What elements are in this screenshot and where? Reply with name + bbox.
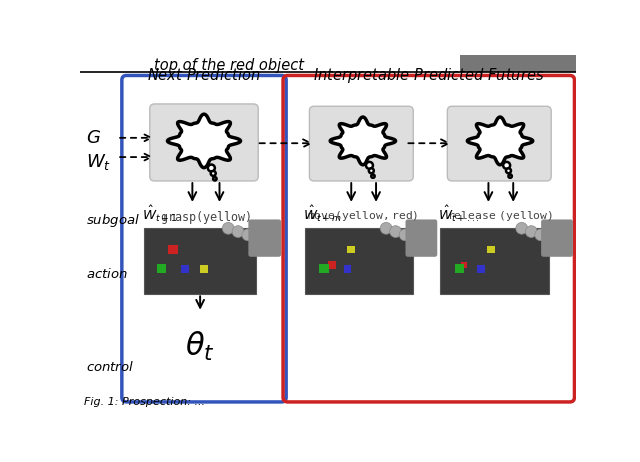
Text: $G$: $G$ — [86, 129, 101, 147]
Text: Fig. 1: Prospection: ...: Fig. 1: Prospection: ... — [84, 396, 205, 407]
FancyBboxPatch shape — [348, 246, 355, 253]
Circle shape — [418, 236, 430, 247]
Circle shape — [544, 232, 556, 244]
Polygon shape — [330, 117, 396, 165]
Circle shape — [390, 226, 401, 237]
Text: $subgoal$: $subgoal$ — [86, 212, 140, 229]
Polygon shape — [168, 114, 241, 168]
Circle shape — [262, 236, 273, 247]
Circle shape — [371, 175, 374, 178]
FancyBboxPatch shape — [144, 228, 256, 294]
Text: $\hat{W}_{t+m}$: $\hat{W}_{t+m}$ — [303, 204, 342, 224]
FancyBboxPatch shape — [328, 261, 336, 269]
Circle shape — [208, 164, 215, 171]
Circle shape — [506, 168, 511, 173]
FancyBboxPatch shape — [440, 228, 549, 294]
Text: top of the red object: top of the red object — [154, 58, 303, 73]
Text: $control$: $control$ — [86, 359, 134, 373]
FancyBboxPatch shape — [344, 265, 351, 273]
Text: $\mathtt{move(yellow,red)}$: $\mathtt{move(yellow,red)}$ — [307, 209, 419, 223]
Circle shape — [516, 222, 527, 234]
Circle shape — [503, 162, 510, 169]
Bar — [460, 55, 576, 73]
FancyBboxPatch shape — [168, 245, 178, 254]
FancyBboxPatch shape — [461, 262, 467, 268]
FancyBboxPatch shape — [248, 219, 281, 257]
Circle shape — [252, 232, 264, 244]
Circle shape — [535, 229, 547, 241]
Text: $W_t$: $W_t$ — [86, 152, 111, 172]
Text: $\hat{W}_{t+...}$: $\hat{W}_{t+...}$ — [438, 204, 480, 224]
Circle shape — [242, 229, 254, 241]
Circle shape — [211, 171, 216, 176]
Text: $\it{Next\ Prediction}$: $\it{Next\ Prediction}$ — [147, 67, 260, 84]
FancyBboxPatch shape — [319, 264, 329, 274]
Text: $\theta_t$: $\theta_t$ — [185, 330, 215, 364]
Text: $\it{Interpretable\ Predicted\ Futures}$: $\it{Interpretable\ Predicted\ Futures}$ — [313, 66, 545, 85]
FancyBboxPatch shape — [150, 104, 259, 181]
FancyBboxPatch shape — [180, 265, 189, 273]
Text: $\mathtt{release\ (yellow)}$: $\mathtt{release\ (yellow)}$ — [447, 209, 553, 223]
Text: $\hat{W}_{t+1}$: $\hat{W}_{t+1}$ — [142, 204, 177, 224]
Circle shape — [366, 162, 373, 169]
FancyBboxPatch shape — [541, 219, 573, 257]
Circle shape — [222, 222, 234, 234]
FancyBboxPatch shape — [487, 246, 495, 253]
FancyBboxPatch shape — [305, 228, 413, 294]
FancyBboxPatch shape — [200, 265, 208, 273]
FancyBboxPatch shape — [447, 106, 551, 181]
FancyBboxPatch shape — [455, 264, 465, 274]
FancyBboxPatch shape — [406, 219, 437, 257]
FancyBboxPatch shape — [477, 265, 484, 273]
Circle shape — [232, 226, 244, 237]
FancyBboxPatch shape — [309, 106, 413, 181]
Circle shape — [409, 232, 420, 244]
Polygon shape — [467, 117, 532, 165]
Text: $action$: $action$ — [86, 267, 128, 281]
Circle shape — [380, 222, 392, 234]
FancyBboxPatch shape — [157, 264, 166, 274]
Text: $\mathtt{grasp(yellow)}$: $\mathtt{grasp(yellow)}$ — [160, 209, 252, 225]
Circle shape — [508, 175, 512, 178]
Circle shape — [213, 177, 216, 181]
Circle shape — [525, 226, 537, 237]
Circle shape — [399, 229, 411, 241]
Circle shape — [554, 236, 566, 247]
Circle shape — [369, 168, 374, 173]
